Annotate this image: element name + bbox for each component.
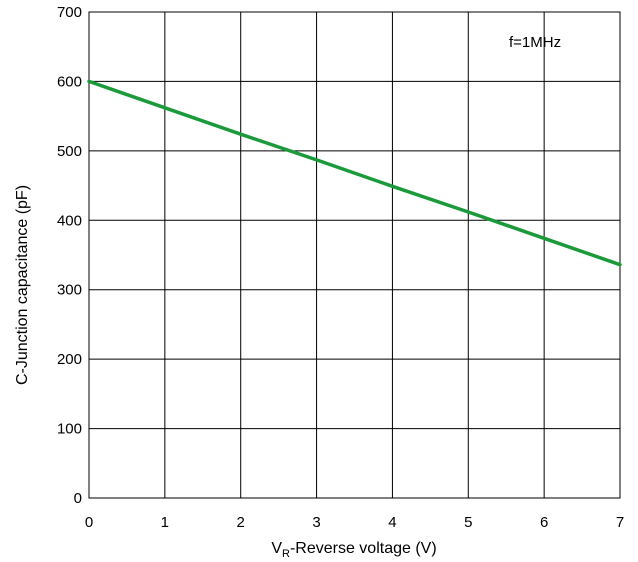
x-tick-label: 6 — [540, 514, 548, 531]
y-tick-labels: 0 100 200 300 400 500 600 700 — [57, 4, 82, 507]
y-tick-label: 400 — [57, 212, 82, 229]
series-line — [87, 79, 622, 267]
y-tick-label: 300 — [57, 282, 82, 299]
y-tick-label: 700 — [57, 4, 82, 21]
y-tick-label: 200 — [57, 351, 82, 368]
y-tick-label: 600 — [57, 73, 82, 90]
x-tick-label: 0 — [85, 514, 93, 531]
grid-lines — [89, 12, 620, 498]
y-axis-label: C-Junction capacitance (pF) — [14, 185, 31, 385]
x-axis-label-subscript: R — [282, 548, 290, 560]
x-tick-labels: 0 1 2 3 4 5 6 7 — [85, 514, 624, 531]
x-tick-label: 5 — [464, 514, 472, 531]
x-tick-label: 2 — [237, 514, 245, 531]
y-tick-label: 0 — [74, 490, 82, 507]
x-axis-label-main: V — [271, 540, 282, 557]
y-tick-label: 100 — [57, 421, 82, 438]
plot-frame — [88, 11, 621, 499]
x-axis-label: VR-Reverse voltage (V) — [271, 540, 436, 560]
frequency-annotation: f=1MHz — [509, 34, 561, 51]
x-axis-label-rest: -Reverse voltage (V) — [290, 540, 437, 557]
x-tick-label: 1 — [161, 514, 169, 531]
y-tick-label: 500 — [57, 143, 82, 160]
x-tick-label: 3 — [312, 514, 320, 531]
x-tick-label: 7 — [616, 514, 624, 531]
x-tick-label: 4 — [388, 514, 396, 531]
